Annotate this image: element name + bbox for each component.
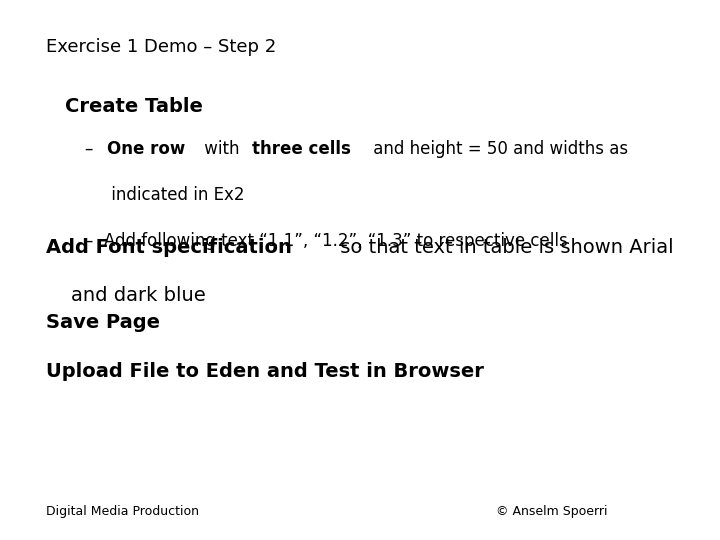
Text: and dark blue: and dark blue: [46, 286, 205, 305]
Text: with: with: [199, 140, 244, 158]
Text: and height = 50 and widths as: and height = 50 and widths as: [368, 140, 628, 158]
Text: three cells: three cells: [252, 140, 351, 158]
Text: Create Table: Create Table: [66, 97, 203, 116]
Text: –  Add following text “1.1”, “1.2”, “1.3” to respective cells: – Add following text “1.1”, “1.2”, “1.3”…: [85, 232, 567, 250]
Text: Digital Media Production: Digital Media Production: [46, 505, 199, 518]
Text: Exercise 1 Demo – Step 2: Exercise 1 Demo – Step 2: [46, 38, 276, 56]
Text: Upload File to Eden and Test in Browser: Upload File to Eden and Test in Browser: [46, 362, 484, 381]
Text: so that text in table is shown Arial: so that text in table is shown Arial: [333, 238, 673, 256]
Text: Save Page: Save Page: [46, 313, 160, 332]
Text: Add Font specification: Add Font specification: [46, 238, 292, 256]
Text: indicated in Ex2: indicated in Ex2: [85, 186, 245, 204]
Text: –: –: [85, 140, 104, 158]
Text: © Anselm Spoerri: © Anselm Spoerri: [496, 505, 608, 518]
Text: One row: One row: [107, 140, 185, 158]
